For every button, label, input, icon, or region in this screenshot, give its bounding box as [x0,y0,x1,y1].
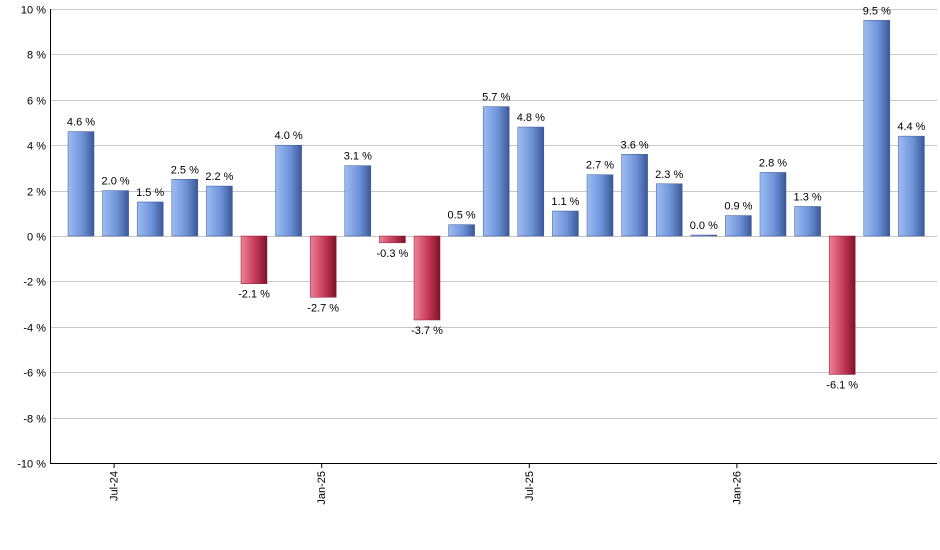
y-tick-label: 8 % [27,50,46,62]
bar-value-label: 4.8 % [517,112,545,124]
bar-value-label: 4.0 % [275,130,303,142]
bar-value-label: 2.0 % [102,176,130,188]
bar-value-label: 2.5 % [171,164,199,176]
bar-value-label: 0.5 % [448,210,476,222]
bar [828,235,856,375]
bar-value-label: 4.6 % [67,117,95,129]
x-tick-label: Jul-25 [524,471,536,501]
bar-value-label: 1.1 % [551,196,579,208]
bar-value-label: 0.0 % [690,220,718,232]
bar [655,183,683,237]
bar-value-label: 2.7 % [586,160,614,172]
bar [690,234,718,237]
bar [309,235,337,298]
y-tick-label: 2 % [27,187,46,199]
y-tick-label: 10 % [21,5,46,17]
bar [482,106,510,237]
bar-value-label: -2.7 % [307,302,339,314]
bar [206,185,233,237]
bar [413,235,441,321]
bar-value-label: -6.1 % [826,379,858,391]
bar [379,235,406,244]
x-tick-label: Jan-26 [731,471,743,505]
bar-value-label: -2.1 % [238,289,270,301]
bar [552,210,579,237]
bar [898,135,925,237]
bar [621,154,648,237]
bar [136,201,164,237]
bars [67,20,925,375]
y-tick-label: -2 % [23,277,46,289]
y-axis-tick-labels: 10 % 8 % 6 % 4 % 2 % 0 % -2 % -4 % -6 % -8 % -10 % [17,5,46,471]
y-tick-label: -6 % [23,368,46,380]
bar [759,172,787,237]
bar [240,235,268,284]
y-tick-label: -8 % [23,414,46,426]
x-axis-tick-labels: Jul-24 Jan-25 Jul-25 Jan-26 [109,463,743,505]
bar [67,131,95,237]
x-tick-label: Jan-25 [316,471,328,505]
y-tick-label: 0 % [27,232,46,244]
bar-value-label: 1.5 % [136,187,164,199]
bar [586,174,614,237]
y-tick-label: -4 % [23,323,46,335]
bar [725,215,752,237]
bar-value-label: 2.3 % [655,169,683,181]
bar [794,206,821,237]
axes [50,9,937,464]
bar [448,224,475,237]
bar-value-label: -0.3 % [377,248,409,260]
y-tick-label: -10 % [17,459,46,471]
bar-value-label: 4.4 % [897,121,925,133]
bar-value-label: 1.3 % [794,191,822,203]
bar [517,126,545,237]
bar-value-label: 9.5 % [863,5,891,17]
y-tick-label: 4 % [27,141,46,153]
bar-value-label: -3.7 % [411,325,443,337]
bar-value-label: 2.8 % [759,157,787,169]
bar-value-label: 3.1 % [344,151,372,163]
grid-lines [50,9,937,464]
data-labels: 4.6 % 2.0 % 1.5 % 2.5 % 2.2 % -2.1 % 4.0 % -2.7… [67,5,926,391]
bar-value-label: 3.6 % [621,139,649,151]
bar [863,20,891,237]
bar-value-label: 5.7 % [482,92,510,104]
bar-value-label: 2.2 % [205,171,233,183]
x-tick-label: Jul-24 [109,471,121,501]
y-tick-label: 6 % [27,96,46,108]
bar [171,179,199,237]
bar [344,165,372,237]
bar [275,144,302,237]
bar [102,190,129,237]
bar-value-label: 0.9 % [724,201,752,213]
